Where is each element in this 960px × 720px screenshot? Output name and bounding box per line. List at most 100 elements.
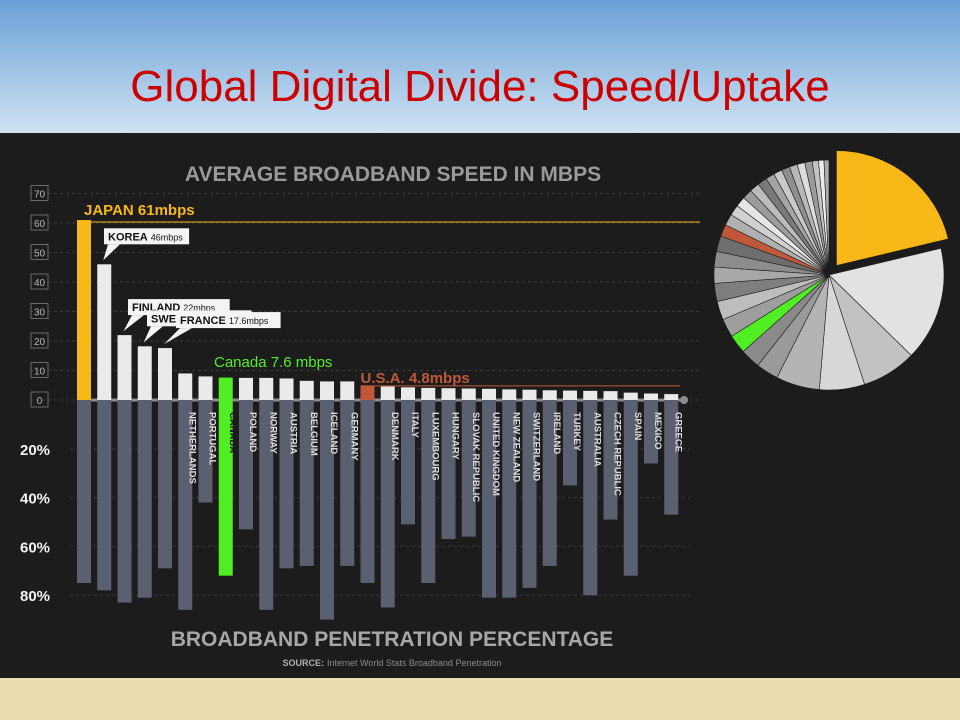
- bottom-axis-title: BROADBAND PENETRATION PERCENTAGE: [171, 628, 614, 651]
- speed-bar: [198, 376, 213, 400]
- penetration-bar: [522, 400, 537, 588]
- callout-label: KOREA 46mbps: [108, 231, 183, 243]
- callout-value: 46mbps: [151, 232, 184, 242]
- penetration-bar: [664, 400, 679, 515]
- penetration-bar: [218, 400, 233, 576]
- callout-value: 17.6mbps: [229, 316, 269, 326]
- speed-tick-box: [30, 244, 49, 260]
- country-label: NETHERLANDS: [186, 412, 197, 484]
- penetration-bar: [623, 400, 638, 576]
- japan-callout: JAPAN 61mbps: [84, 202, 195, 219]
- country-label: IRELAND: [551, 412, 562, 454]
- speed-tick-label: 50: [34, 249, 46, 260]
- pie-slice: [828, 247, 945, 356]
- penetration-bar: [279, 400, 294, 569]
- penetration-bar: [299, 400, 314, 566]
- country-label: GERMANY: [348, 412, 359, 461]
- speed-tick-box: [30, 391, 49, 408]
- speed-tick-box: [30, 303, 49, 319]
- speed-bar: [158, 348, 172, 400]
- penetration-bar: [482, 400, 496, 598]
- speed-tick-box: [30, 214, 49, 231]
- speed-bar: [482, 388, 496, 400]
- penetration-bar: [563, 400, 577, 486]
- callout-pointer: [103, 244, 120, 261]
- speed-bar: [603, 391, 618, 400]
- speed-bar: [299, 380, 314, 400]
- speed-bar: [218, 377, 233, 400]
- chart-title: AVERAGE BROADBAND SPEED IN MBPS: [185, 163, 601, 186]
- country-label: AUSTRIA: [288, 412, 299, 454]
- source-text: Internet World Stats Broadband Penetrati…: [327, 658, 501, 668]
- country-label: NEW ZEALAND: [510, 412, 521, 482]
- penetration-bar: [603, 400, 618, 520]
- speed-bar: [441, 388, 456, 400]
- speed-bar: [563, 390, 577, 400]
- speed-bar: [644, 393, 658, 400]
- bottom-band: [0, 678, 960, 720]
- callout-value: 22mbps: [183, 303, 216, 313]
- speed-tick-label: 10: [34, 367, 46, 378]
- penetration-bar: [502, 400, 517, 598]
- speed-bar: [623, 392, 638, 400]
- penetration-bar: [259, 400, 274, 610]
- country-label: CANADA: [227, 412, 238, 453]
- callout-pointer: [143, 326, 163, 343]
- canada-annotation: Canada 7.6 mbps: [214, 354, 332, 371]
- speed-bar: [259, 377, 274, 400]
- speed-bar: [97, 264, 112, 400]
- speed-tick-box: [30, 273, 49, 290]
- country-label: MEXICO: [652, 412, 663, 449]
- penetration-bar: [97, 400, 112, 591]
- penetration-bar: [380, 400, 395, 608]
- speed-bar: [401, 387, 415, 400]
- penetration-bar: [542, 400, 557, 566]
- speed-bar: [583, 390, 598, 400]
- speed-bar: [340, 381, 355, 400]
- penetration-tick-label: 80%: [20, 588, 50, 605]
- speed-bar: [542, 390, 557, 400]
- speed-bar: [380, 386, 395, 400]
- country-label: CZECH REPUBLIC: [612, 412, 623, 496]
- country-label: DENMARK: [389, 412, 400, 461]
- country-label: SWITZERLAND: [531, 412, 542, 481]
- baseline-end: [680, 396, 688, 404]
- callout-label: FRANCE 17.6mbps: [180, 315, 269, 327]
- country-label: GREECE: [672, 412, 683, 452]
- speed-tick-label: 30: [34, 308, 46, 319]
- speed-bar: [239, 377, 253, 400]
- penetration-bar: [644, 400, 658, 464]
- country-label: ITALY: [409, 412, 420, 439]
- penetration-tick-label: 60%: [20, 539, 50, 556]
- speed-bar: [117, 335, 132, 400]
- speed-tick-label: 40: [34, 278, 46, 289]
- country-label: BELGIUM: [308, 412, 319, 456]
- usa-annotation: U.S.A. 4.8mbps: [361, 370, 470, 387]
- speed-tick-label: 0: [37, 396, 43, 407]
- penetration-bar: [198, 400, 213, 503]
- penetration-bar: [583, 400, 598, 596]
- speed-tick-box: [30, 362, 49, 378]
- speed-bar: [502, 389, 517, 400]
- penetration-bar: [441, 400, 456, 540]
- penetration-bar: [461, 400, 476, 537]
- country-label: POLAND: [247, 412, 258, 452]
- speed-bar: [360, 385, 375, 400]
- source-note: SOURCE: Internet World Stats Broadband Pe…: [283, 658, 502, 668]
- country-label: NORWAY: [267, 412, 278, 454]
- speed-bar: [522, 389, 537, 400]
- source-label: SOURCE:: [283, 658, 325, 668]
- callout-pointer: [123, 315, 144, 332]
- speed-tick-label: 70: [34, 190, 46, 201]
- country-label: PORTUGAL: [207, 412, 218, 466]
- pie-slice: [823, 159, 830, 276]
- speed-tick-label: 20: [34, 337, 46, 348]
- pie-slice: [836, 150, 949, 266]
- speed-bar: [77, 220, 91, 400]
- country-label: ICELAND: [328, 412, 339, 454]
- penetration-tick-label: 20%: [20, 442, 50, 459]
- slide-title: Global Digital Divide: Speed/Uptake: [130, 62, 830, 111]
- speed-bar: [320, 381, 334, 400]
- penetration-bar: [77, 400, 91, 583]
- penetration-tick-label: 40%: [20, 491, 50, 508]
